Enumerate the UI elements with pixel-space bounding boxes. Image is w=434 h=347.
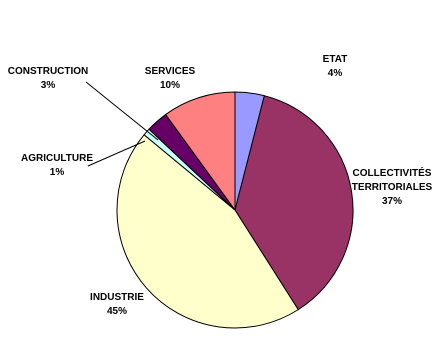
slice-name-text: CONSTRUCTION: [8, 66, 89, 77]
leader-lines-layer: [85, 81, 159, 167]
slice-name-text: INDUSTRIE: [90, 292, 144, 303]
slice-name-text: AGRICULTURE: [21, 153, 93, 164]
slice-label-3: AGRICULTURE 1%: [21, 153, 93, 178]
slice-name-text: COLLECTIVITÉS: [353, 166, 432, 179]
pie-slice-5: [164, 91, 236, 212]
slice-name-text: ETAT: [323, 54, 348, 65]
labels-layer: ETAT 4% COLLECTIVITÉS TERRITORIALES 37% INDUS…: [8, 54, 433, 317]
slice-label-4: CONSTRUCTION 3%: [8, 66, 89, 91]
leader-line-4: [85, 81, 159, 141]
pie-slice-2: [116, 134, 299, 329]
slice-value-label: 10%: [160, 80, 180, 91]
slice-value-label: 45%: [107, 306, 127, 317]
slice-label-0: ETAT 4%: [323, 54, 348, 79]
slice-label-1: COLLECTIVITÉS TERRITORIALES 37%: [352, 166, 433, 207]
slice-name-text: SERVICES: [145, 66, 196, 77]
slice-value-label: 4%: [328, 68, 343, 79]
slices-layer: [116, 91, 354, 329]
slice-label-5: SERVICES 10%: [145, 66, 196, 91]
slice-value-label: 1%: [50, 167, 65, 178]
slice-name-text-line2: TERRITORIALES: [352, 182, 433, 193]
leader-line-3: [87, 140, 146, 167]
slice-value-label: 37%: [382, 196, 402, 207]
slice-label-2: INDUSTRIE 45%: [90, 292, 144, 317]
slice-value-label: 3%: [41, 80, 56, 91]
